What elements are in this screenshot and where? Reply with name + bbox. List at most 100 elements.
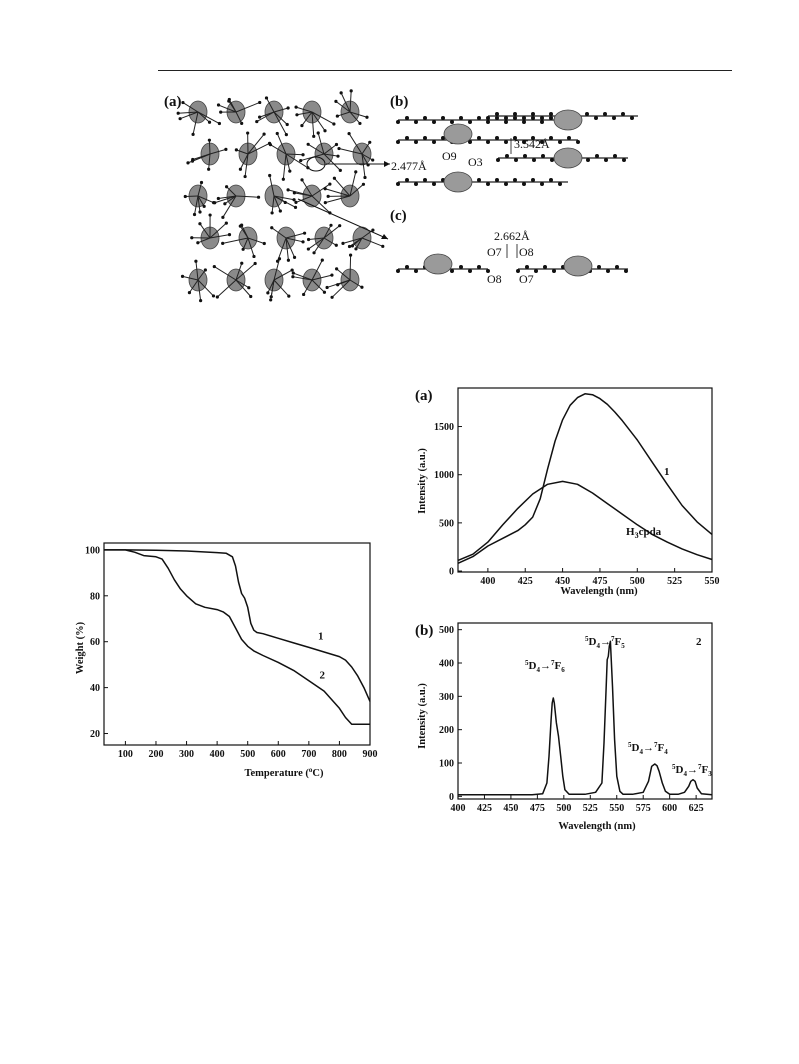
- chain-polyhedron: [423, 253, 453, 275]
- bond: [182, 102, 199, 113]
- chain-atom: [414, 182, 418, 186]
- atom: [302, 231, 307, 235]
- bond: [325, 195, 351, 204]
- chain-atom: [396, 140, 400, 144]
- atom: [328, 182, 332, 186]
- bond: [352, 237, 363, 247]
- emission-b-xtick-label: 475: [530, 803, 545, 814]
- chain-atom: [468, 269, 472, 273]
- label-c: (c): [390, 208, 407, 224]
- emission-b-ytick-label: 300: [439, 692, 454, 703]
- atom: [258, 115, 262, 119]
- atom: [255, 119, 259, 124]
- atom: [246, 131, 250, 135]
- emission-b-transition-label: 5D4→7F6: [525, 659, 565, 674]
- bond: [337, 111, 351, 117]
- chain-atom: [423, 178, 427, 182]
- atom: [294, 200, 298, 205]
- distance-2477: 2.477Å: [391, 159, 427, 173]
- bond: [361, 153, 373, 161]
- atom: [234, 148, 238, 152]
- atom: [349, 253, 353, 257]
- bond: [349, 90, 352, 113]
- chain-atom: [405, 265, 409, 269]
- emission-a-series2-label: H3cpda: [626, 526, 662, 540]
- tga-series-line-2: [104, 549, 370, 726]
- atom: [262, 132, 266, 136]
- bond: [244, 153, 249, 177]
- atom: [291, 275, 295, 279]
- chain-polyhedron: [553, 147, 583, 169]
- chain-atom: [525, 265, 529, 269]
- bond: [209, 222, 227, 239]
- atom: [225, 185, 229, 189]
- atom: [368, 140, 372, 144]
- tga-ytick-label: 40: [90, 683, 100, 694]
- bond: [282, 153, 287, 180]
- atom: [207, 120, 212, 124]
- emission-a-ytick-label: 500: [439, 518, 454, 529]
- atom: [190, 236, 194, 240]
- bond: [323, 225, 341, 239]
- emission-b-series-line-1: [458, 640, 713, 796]
- bond: [270, 279, 275, 301]
- bond: [267, 279, 275, 294]
- bond: [295, 195, 313, 203]
- atom: [350, 244, 355, 248]
- chain-atom: [405, 116, 409, 120]
- emission-b-xtick-label: 500: [556, 803, 571, 814]
- bond: [292, 276, 313, 281]
- chain-atom: [414, 120, 418, 124]
- bond: [355, 237, 363, 250]
- atom-o8-bottom: O8: [487, 272, 502, 286]
- chain-atom: [486, 269, 490, 273]
- chain-atom: [540, 140, 544, 144]
- emission-b-svg: 400 425 450 475 500 525 550 575 600 625 0 100 200 300…: [415, 622, 713, 832]
- bond: [208, 153, 211, 170]
- chain-atom: [624, 269, 628, 273]
- chain-atom: [586, 158, 590, 162]
- bond: [349, 255, 352, 281]
- bond: [266, 97, 275, 113]
- atom-o3: O3: [468, 155, 483, 169]
- bond: [294, 192, 313, 197]
- emission-a-series-line-2: [457, 480, 713, 562]
- atom: [338, 224, 342, 228]
- atom: [300, 178, 304, 182]
- atom: [176, 111, 180, 115]
- bond: [209, 148, 227, 155]
- chain-atom: [615, 265, 619, 269]
- atom-o7-bottom: O7: [519, 272, 534, 286]
- tga-xtick-label: 100: [118, 749, 133, 760]
- atom: [326, 194, 330, 198]
- atom-o8-top: O8: [519, 245, 534, 259]
- chain-atom: [558, 140, 562, 144]
- chain-atom: [513, 178, 517, 182]
- atom: [322, 290, 327, 294]
- atom: [213, 201, 217, 205]
- chain-atom: [414, 269, 418, 273]
- atom: [306, 237, 311, 242]
- atom: [286, 106, 290, 110]
- emission-a-ylabel: Intensity (a.u.): [417, 448, 428, 514]
- chain-atom: [423, 116, 427, 120]
- bond: [270, 144, 287, 155]
- emission-b-xtick-label: 425: [477, 803, 492, 814]
- atom: [221, 241, 225, 245]
- chain-atom: [396, 269, 400, 273]
- atom: [295, 113, 299, 117]
- tga-xtick-label: 900: [363, 749, 378, 760]
- atom: [268, 173, 272, 178]
- atom: [349, 89, 353, 93]
- emission-b-ytick-label: 400: [439, 659, 454, 670]
- bond: [293, 272, 313, 281]
- atom: [288, 169, 292, 173]
- bond: [194, 195, 199, 215]
- bond: [241, 224, 249, 239]
- bond: [271, 195, 275, 213]
- atom: [202, 204, 206, 208]
- bond: [197, 279, 214, 297]
- bond: [285, 153, 291, 172]
- emission-a-svg: 400 425 450 475 500 525 550 0 500 1000 1500 (a) Wa…: [415, 387, 720, 597]
- atom: [335, 267, 339, 271]
